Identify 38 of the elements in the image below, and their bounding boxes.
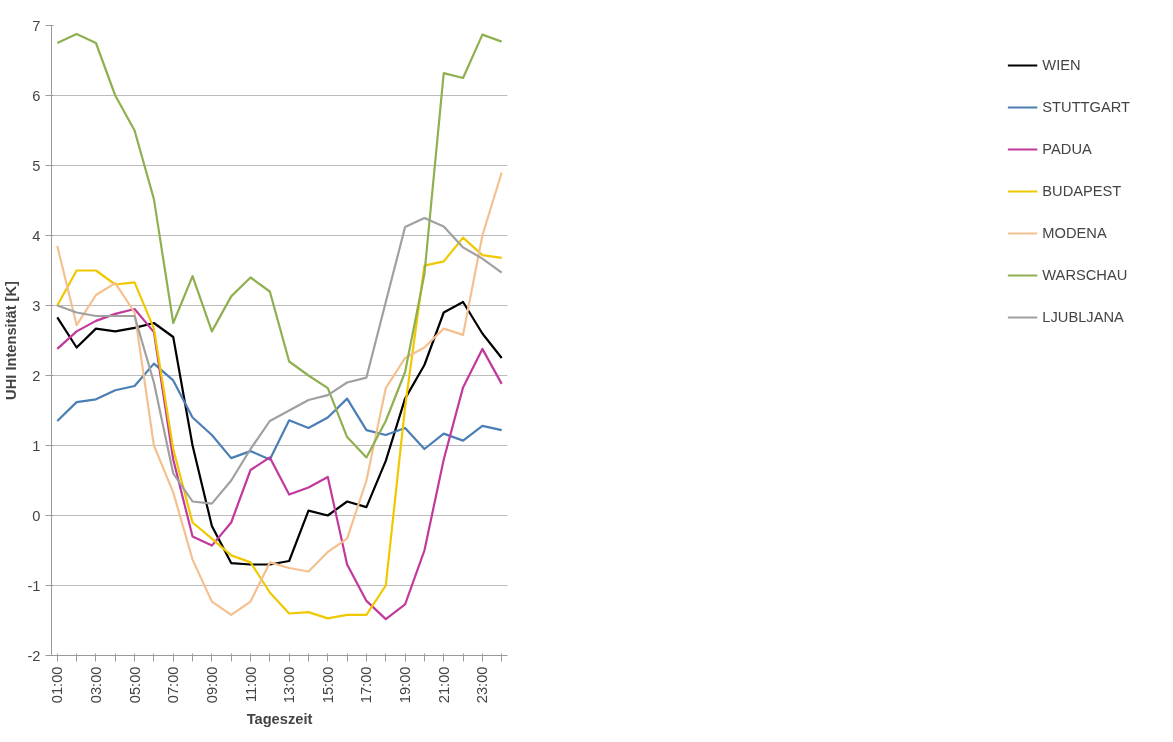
x-tick-label: 07:00 bbox=[165, 666, 182, 704]
x-tick-label: 11:00 bbox=[242, 666, 259, 703]
y-tick-label: 7 bbox=[32, 17, 41, 34]
y-tick-label: 4 bbox=[32, 227, 41, 244]
line-series bbox=[56, 300, 503, 566]
y-tick-label: 5 bbox=[32, 157, 41, 174]
x-tick-label: 17:00 bbox=[358, 666, 375, 704]
x-axis-title: Tageszeit bbox=[246, 711, 313, 728]
line-series bbox=[56, 307, 503, 621]
line-series bbox=[56, 362, 503, 461]
line-series bbox=[56, 171, 503, 616]
line-series bbox=[56, 216, 503, 505]
x-tick-label: 23:00 bbox=[474, 666, 491, 704]
legend-label: LJUBLJANA bbox=[1042, 309, 1124, 325]
legend-label: WARSCHAU bbox=[1042, 267, 1128, 283]
legend-label: STUTTGART bbox=[1042, 99, 1130, 115]
y-tick-label: 1 bbox=[32, 437, 41, 454]
x-tick-label: 03:00 bbox=[87, 666, 104, 704]
y-tick-label: -1 bbox=[27, 577, 41, 594]
y-tick-label: 0 bbox=[32, 507, 41, 524]
line-series bbox=[56, 236, 503, 620]
y-tick-label: 6 bbox=[32, 87, 41, 104]
x-tick-label: 21:00 bbox=[435, 666, 452, 704]
x-tick-label: 15:00 bbox=[319, 666, 336, 704]
x-tick-label: 09:00 bbox=[203, 666, 220, 704]
y-tick-label: 3 bbox=[32, 297, 41, 314]
legend-label: MODENA bbox=[1042, 225, 1107, 241]
legend-label: BUDAPEST bbox=[1042, 183, 1122, 199]
y-tick-label: 2 bbox=[32, 367, 41, 384]
x-tick-label: 13:00 bbox=[281, 666, 298, 704]
x-tick-label: 01:00 bbox=[49, 666, 66, 704]
line-series bbox=[56, 32, 503, 459]
legend-label: WIEN bbox=[1042, 57, 1081, 73]
y-tick-label: -2 bbox=[27, 647, 41, 664]
legend-label: PADUA bbox=[1042, 141, 1092, 157]
y-axis-title: UHI Intensität [K] bbox=[3, 280, 20, 400]
x-tick-label: 05:00 bbox=[126, 666, 143, 704]
x-tick-label: 19:00 bbox=[397, 666, 414, 704]
